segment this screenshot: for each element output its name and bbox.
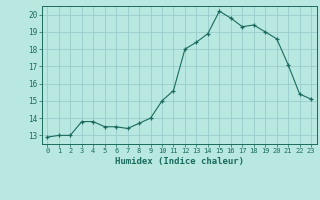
X-axis label: Humidex (Indice chaleur): Humidex (Indice chaleur) — [115, 157, 244, 166]
